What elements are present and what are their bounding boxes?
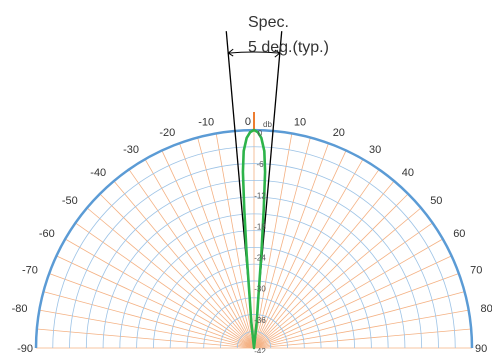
angle-spoke [215, 133, 255, 349]
angle-tick-label: -80 [12, 303, 28, 315]
radial-gridline [169, 264, 339, 349]
radial-gridline [69, 163, 439, 349]
radial-gridline [236, 330, 272, 349]
angle-spoke [253, 238, 443, 349]
angle-spoke [39, 309, 255, 349]
radial-gridline [203, 297, 305, 349]
angle-spoke [161, 150, 255, 349]
radial-gridline [102, 196, 406, 349]
series-layer [241, 128, 267, 350]
radial-tick-label: -18 [254, 222, 266, 231]
angle-spoke [49, 273, 255, 349]
radial-unit-label: db [263, 120, 272, 129]
angle-spoke [197, 137, 255, 349]
angle-spoke [253, 309, 469, 349]
angle-tick-label: -40 [90, 167, 106, 179]
angle-spoke [253, 193, 409, 349]
angle-spoke [43, 291, 255, 349]
angle-spoke [99, 193, 255, 349]
angle-tick-label: 10 [294, 117, 306, 129]
radial-tick-label: -24 [254, 254, 266, 263]
radial-tick-label: -12 [254, 191, 266, 200]
angle-tick-label: -70 [22, 264, 38, 276]
angle-spoke [253, 180, 395, 349]
angle-spoke [253, 137, 311, 349]
radial-gridline [136, 230, 372, 349]
angle-tick-label: 60 [453, 228, 465, 240]
angle-tick-label: 90 [475, 343, 487, 353]
angle-spoke [253, 133, 293, 349]
angle-spoke [56, 255, 255, 349]
angle-tick-label: 40 [402, 167, 414, 179]
radial-gridline [85, 179, 423, 349]
radial-tick-label: -42 [254, 347, 266, 353]
beam-pattern-line [241, 128, 267, 350]
angle-spoke [128, 169, 255, 349]
angle-spoke [86, 207, 255, 349]
angle-spoke [253, 255, 452, 349]
angle-spoke [113, 180, 255, 349]
radial-tick-label: -30 [254, 285, 266, 294]
spec-arrowhead [227, 48, 234, 57]
angle-spoke [75, 222, 255, 349]
angle-spoke [253, 207, 422, 349]
angle-tick-label: -90 [17, 343, 33, 353]
spec-arrowhead [274, 49, 281, 58]
angle-tick-label: 50 [430, 195, 442, 207]
angle-tick-label: 20 [333, 127, 345, 139]
radial-tick-label: -6 [256, 160, 264, 169]
angle-spoke [65, 238, 255, 349]
angle-tick-label: -20 [159, 127, 175, 139]
radial-gridline [52, 146, 456, 349]
angle-spoke [253, 159, 364, 349]
angle-tick-label: -50 [62, 195, 78, 207]
angle-spoke [253, 143, 329, 349]
angle-tick-label: -30 [123, 144, 139, 156]
angle-spoke [36, 328, 255, 349]
spec-title: Spec. [248, 14, 289, 31]
radial-gridline [220, 314, 288, 349]
angle-spoke [144, 159, 255, 349]
radial-gridline [186, 280, 322, 349]
angle-spoke [253, 169, 380, 349]
radial-tick-label: 0 [258, 129, 263, 138]
angle-spoke [253, 273, 459, 349]
angle-tick-label: 70 [470, 264, 482, 276]
label-layer: -90-80-70-60-50-40-30-20-10 0 102030405060… [12, 116, 492, 353]
angle-tick-label: -60 [39, 228, 55, 240]
angle-tick-label: 0 [245, 116, 251, 128]
angle-spoke [253, 222, 433, 349]
angle-tick-label: 30 [369, 144, 381, 156]
radial-gridline [119, 213, 389, 349]
radial-tick-label: -36 [254, 316, 266, 325]
angle-tick-label: 80 [481, 303, 492, 315]
radial-gridline [152, 246, 356, 349]
angle-tick-label: -10 [198, 117, 214, 129]
angle-spoke [253, 150, 347, 349]
angle-spoke [179, 143, 255, 349]
spec-subtitle: 5 deg.(typ.) [248, 39, 329, 56]
angle-spoke [253, 328, 472, 349]
angle-spoke [253, 291, 465, 349]
